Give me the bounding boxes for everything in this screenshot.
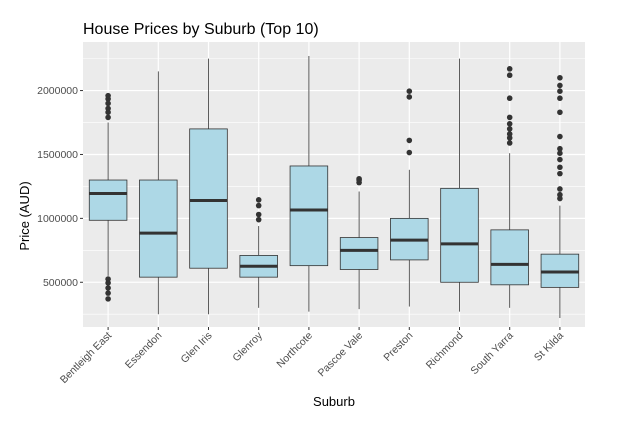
box-iqr (490, 229, 529, 286)
outlier-point (506, 114, 513, 121)
outlier-point (105, 285, 111, 291)
x-tick-label: South Yarra (468, 330, 516, 378)
x-axis-title: Suburb (313, 394, 355, 409)
x-tick-label: Bentleigh East (58, 330, 114, 386)
outlier-point (105, 114, 111, 121)
outlier-point (105, 276, 111, 282)
outlier-point (506, 140, 513, 146)
box-essendon (139, 71, 178, 315)
outlier-point (105, 100, 111, 107)
x-tick-label: Glen Iris (178, 330, 214, 366)
box-iqr (440, 187, 479, 283)
outlier-point (406, 88, 413, 95)
outlier-point (105, 296, 111, 302)
box-south-yarra (490, 66, 529, 308)
box-glenroy (239, 197, 278, 308)
x-tick-label: St Kilda (532, 330, 566, 364)
x-tick-label: Essendon (123, 330, 165, 372)
box-preston (390, 88, 429, 307)
outlier-point (506, 135, 513, 141)
outlier-point (557, 195, 563, 202)
box-richmond (440, 58, 479, 312)
outlier-point (506, 131, 513, 137)
x-tick-label: Glenroy (230, 329, 265, 364)
outlier-point (356, 175, 362, 182)
outlier-point (557, 164, 563, 171)
outlier-point (506, 95, 513, 102)
chart-title: House Prices by Suburb (Top 10) (83, 21, 319, 38)
outlier-point (506, 66, 513, 72)
outlier-point (105, 290, 111, 296)
outlier-point (105, 105, 111, 112)
box-bentleigh-east (88, 92, 128, 302)
y-tick-label: 1500000 (37, 149, 78, 161)
outlier-point (557, 95, 563, 102)
outlier-point (557, 74, 563, 81)
outlier-point (557, 145, 563, 152)
outlier-point (105, 280, 111, 286)
box-iqr (189, 128, 228, 269)
outlier-point (255, 202, 262, 209)
x-tick-label: Preston (381, 330, 415, 364)
box-iqr (289, 165, 329, 267)
outlier-point (506, 72, 513, 79)
x-axis: Bentleigh East Essendon Glen Iris Glenroy No… (58, 327, 566, 386)
outlier-point (557, 186, 563, 192)
outlier-point (557, 82, 563, 89)
outlier-point (105, 109, 111, 116)
outlier-point (506, 120, 513, 127)
y-tick-label: 500000 (43, 277, 78, 289)
outlier-point (557, 150, 563, 156)
y-tick-label: 1000000 (37, 213, 78, 225)
outlier-point (506, 126, 513, 132)
outlier-point (406, 137, 413, 144)
outlier-point (557, 88, 563, 95)
box-northcote (289, 56, 329, 312)
box-pascoe-vale (339, 175, 379, 310)
box-iqr (339, 237, 379, 270)
outlier-point (105, 92, 111, 99)
y-axis: 500000 1000000 1500000 2000000 (37, 85, 83, 289)
y-axis-title: Price (AUD) (17, 181, 32, 250)
box-glen-iris (189, 58, 228, 315)
outlier-point (557, 170, 563, 177)
outlier-point (255, 211, 262, 218)
outlier-point (406, 149, 413, 156)
y-tick-label: 2000000 (37, 85, 78, 97)
outlier-point (255, 216, 262, 223)
box-iqr (139, 179, 178, 278)
outlier-point (255, 197, 262, 203)
x-tick-label: Richmond (424, 330, 466, 372)
x-tick-label: Pascoe Vale (316, 330, 366, 380)
box-st-kilda (540, 74, 580, 319)
outlier-point (557, 133, 563, 140)
outlier-point (557, 156, 563, 163)
box-iqr (88, 179, 128, 221)
x-tick-label: Northcote (274, 330, 315, 371)
outlier-point (406, 94, 413, 100)
outlier-point (557, 191, 563, 198)
outlier-point (557, 109, 563, 116)
boxes (88, 56, 580, 319)
